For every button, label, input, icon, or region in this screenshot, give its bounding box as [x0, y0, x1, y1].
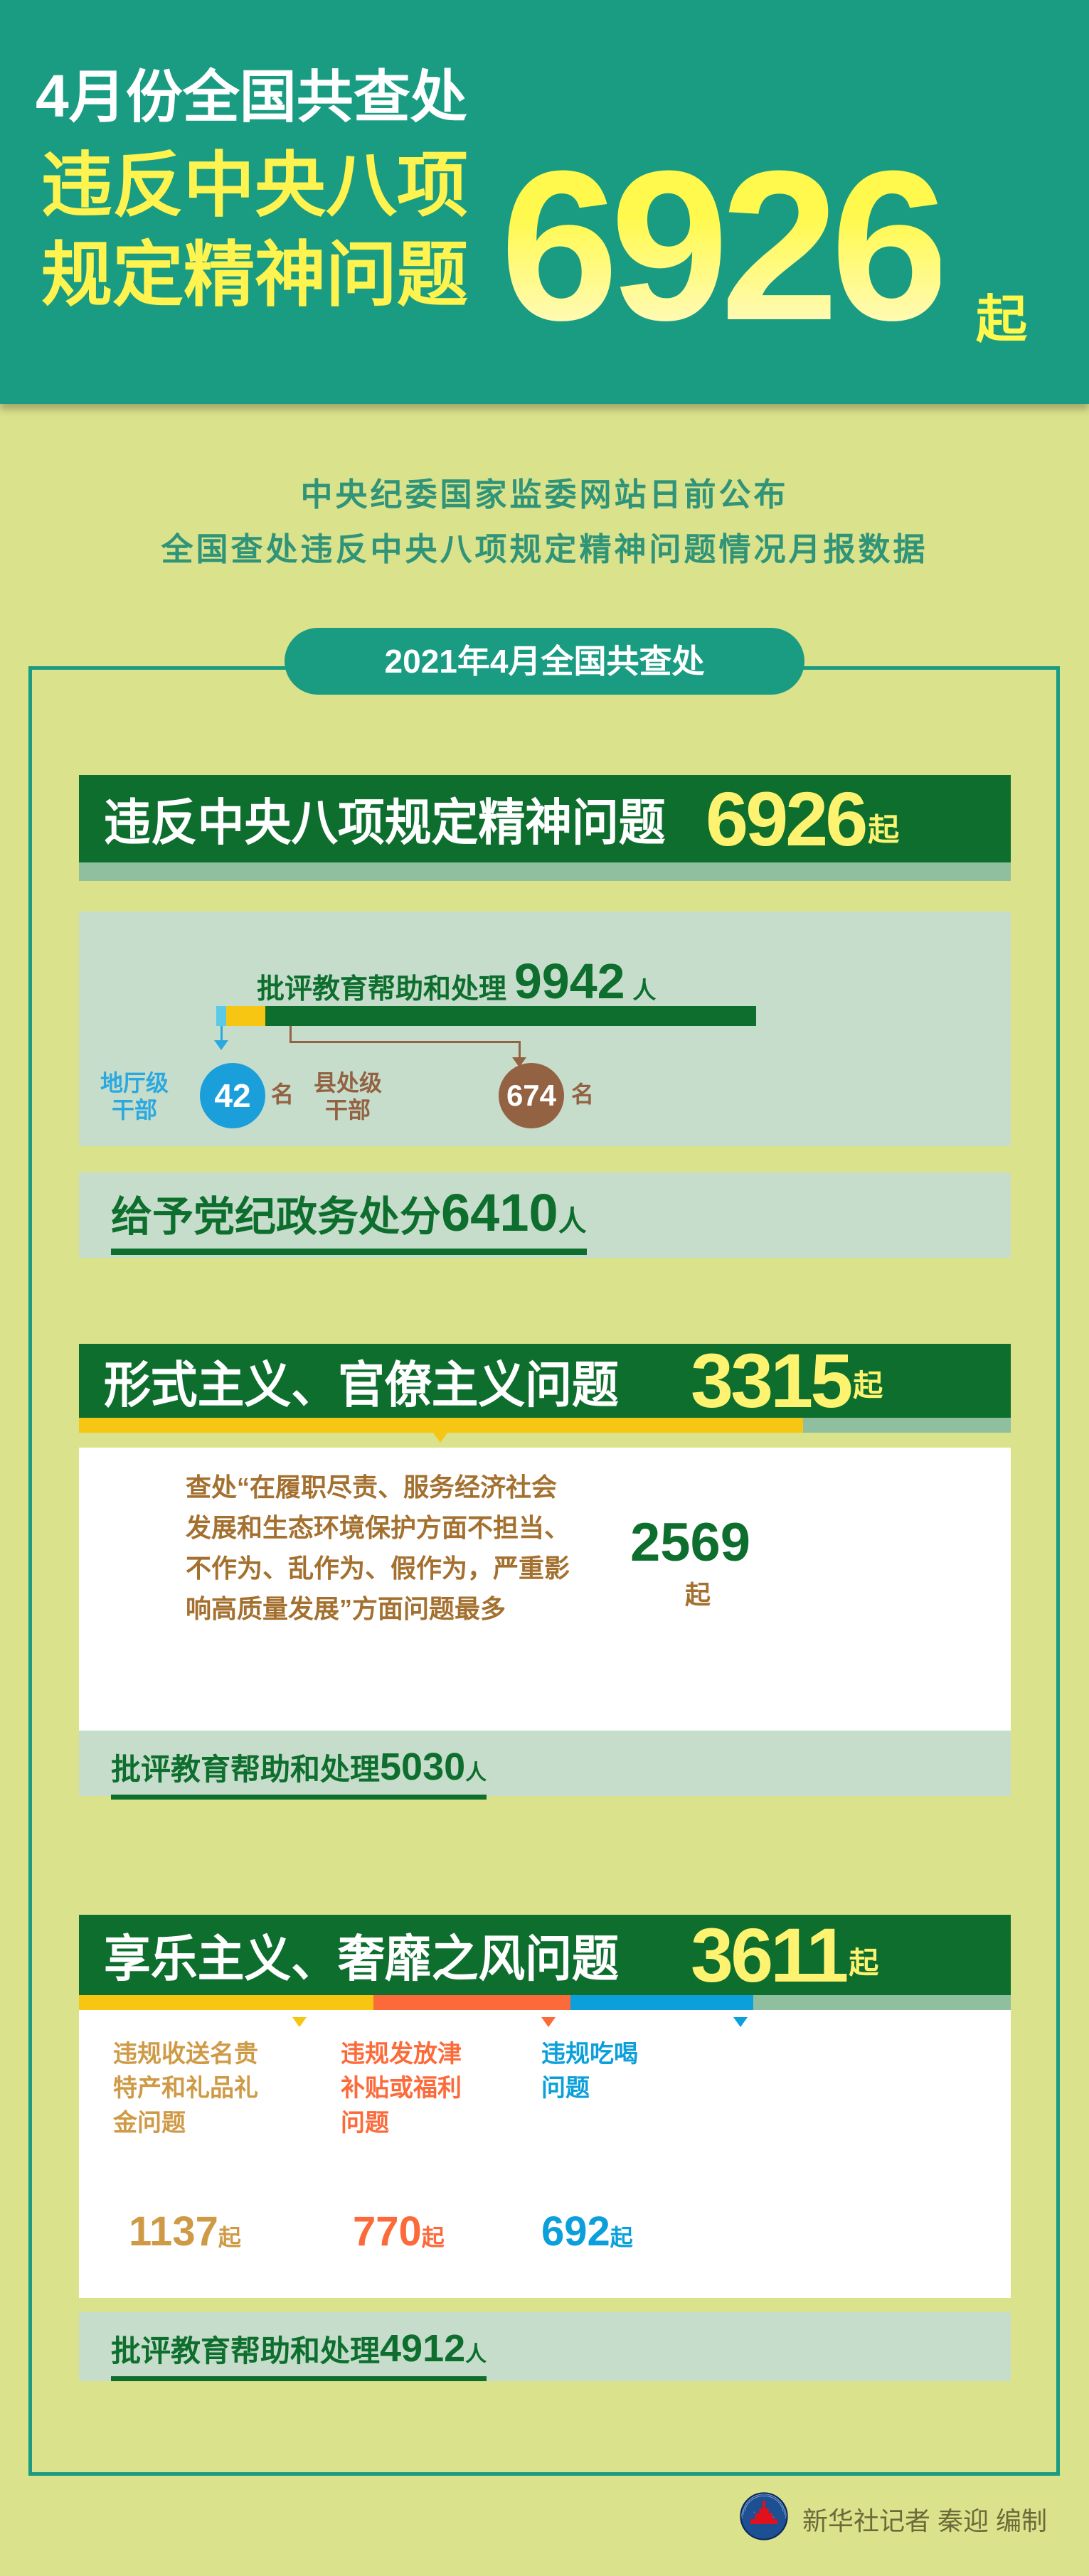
svg-text:XINHUA: XINHUA: [753, 2526, 774, 2531]
